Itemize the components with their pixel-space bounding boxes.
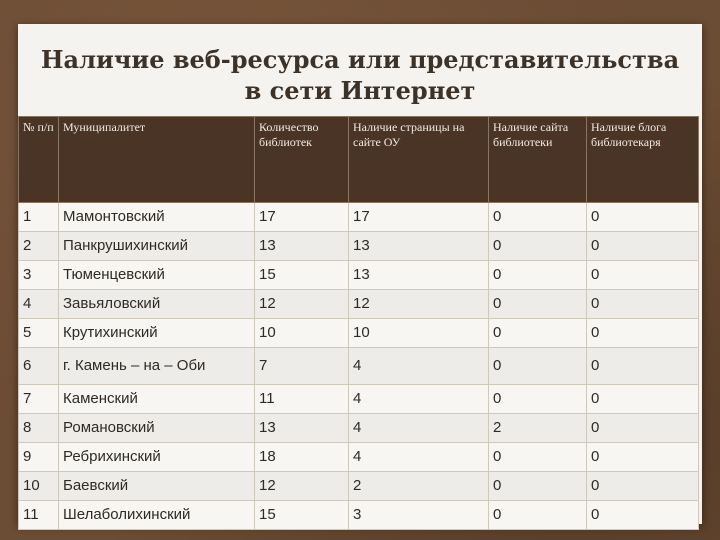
cell-school-page: 4 bbox=[348, 384, 489, 414]
cell-librarian-blog: 0 bbox=[586, 347, 699, 385]
cell-librarian-blog: 0 bbox=[586, 289, 699, 319]
cell-number: 11 bbox=[18, 500, 59, 530]
cell-library-site: 0 bbox=[488, 347, 587, 385]
table-row: 7 Каменский 11 4 0 0 bbox=[18, 384, 699, 414]
cell-municipality: Мамонтовский bbox=[58, 202, 255, 232]
cell-municipality: Ребрихинский bbox=[58, 442, 255, 472]
cell-library-site: 0 bbox=[488, 500, 587, 530]
cell-library-count: 15 bbox=[254, 500, 349, 530]
cell-library-site: 2 bbox=[488, 413, 587, 443]
cell-municipality: Шелаболихинский bbox=[58, 500, 255, 530]
cell-librarian-blog: 0 bbox=[586, 231, 699, 261]
cell-school-page: 4 bbox=[348, 442, 489, 472]
cell-school-page: 12 bbox=[348, 289, 489, 319]
cell-municipality: Баевский bbox=[58, 471, 255, 501]
cell-municipality: г. Камень – на – Оби bbox=[58, 347, 255, 385]
cell-librarian-blog: 0 bbox=[586, 384, 699, 414]
cell-library-count: 12 bbox=[254, 289, 349, 319]
cell-number: 7 bbox=[18, 384, 59, 414]
cell-library-count: 12 bbox=[254, 471, 349, 501]
col-header-municipality: Муниципалитет bbox=[58, 116, 255, 203]
cell-library-site: 0 bbox=[488, 384, 587, 414]
cell-library-count: 11 bbox=[254, 384, 349, 414]
cell-number: 6 bbox=[18, 347, 59, 385]
cell-number: 9 bbox=[18, 442, 59, 472]
cell-library-count: 15 bbox=[254, 260, 349, 290]
table-row: 1 Мамонтовский 17 17 0 0 bbox=[18, 202, 699, 232]
cell-librarian-blog: 0 bbox=[586, 318, 699, 348]
col-header-school-page: Наличие страницы на сайте ОУ bbox=[348, 116, 489, 203]
table-row: 3 Тюменцевский 15 13 0 0 bbox=[18, 260, 699, 290]
cell-library-site: 0 bbox=[488, 202, 587, 232]
cell-library-site: 0 bbox=[488, 289, 587, 319]
col-header-number: № п/п bbox=[18, 116, 59, 203]
cell-school-page: 4 bbox=[348, 347, 489, 385]
table-row: 9 Ребрихинский 18 4 0 0 bbox=[18, 442, 699, 472]
table-row: 6 г. Камень – на – Оби 7 4 0 0 bbox=[18, 347, 699, 385]
col-header-library-count: Количество библиотек bbox=[254, 116, 349, 203]
cell-librarian-blog: 0 bbox=[586, 471, 699, 501]
cell-library-count: 10 bbox=[254, 318, 349, 348]
cell-school-page: 3 bbox=[348, 500, 489, 530]
cell-school-page: 13 bbox=[348, 231, 489, 261]
cell-number: 2 bbox=[18, 231, 59, 261]
cell-librarian-blog: 0 bbox=[586, 442, 699, 472]
cell-library-site: 0 bbox=[488, 231, 587, 261]
cell-number: 3 bbox=[18, 260, 59, 290]
col-header-library-site: Наличие сайта библиотеки bbox=[488, 116, 587, 203]
cell-librarian-blog: 0 bbox=[586, 413, 699, 443]
cell-school-page: 17 bbox=[348, 202, 489, 232]
cell-library-count: 17 bbox=[254, 202, 349, 232]
cell-school-page: 2 bbox=[348, 471, 489, 501]
page-title: Наличие веб-ресурса или представительств… bbox=[18, 44, 702, 106]
cell-librarian-blog: 0 bbox=[586, 500, 699, 530]
title-line-2: в сети Интернет bbox=[244, 76, 476, 105]
cell-library-site: 0 bbox=[488, 471, 587, 501]
cell-library-count: 18 bbox=[254, 442, 349, 472]
cell-library-count: 13 bbox=[254, 231, 349, 261]
cell-municipality: Завьяловский bbox=[58, 289, 255, 319]
cell-library-count: 13 bbox=[254, 413, 349, 443]
cell-library-site: 0 bbox=[488, 318, 587, 348]
title-line-1: Наличие веб-ресурса или представительств… bbox=[40, 45, 680, 74]
cell-number: 8 bbox=[18, 413, 59, 443]
cell-municipality: Тюменцевский bbox=[58, 260, 255, 290]
table-row: 2 Панкрушихинский 13 13 0 0 bbox=[18, 231, 699, 261]
col-header-librarian-blog: Наличие блога библиотекаря bbox=[586, 116, 699, 203]
cell-number: 4 bbox=[18, 289, 59, 319]
cell-librarian-blog: 0 bbox=[586, 202, 699, 232]
cell-school-page: 10 bbox=[348, 318, 489, 348]
cell-number: 10 bbox=[18, 471, 59, 501]
table-row: 11 Шелаболихинский 15 3 0 0 bbox=[18, 500, 699, 530]
cell-librarian-blog: 0 bbox=[586, 260, 699, 290]
cell-library-site: 0 bbox=[488, 442, 587, 472]
table-row: 5 Крутихинский 10 10 0 0 bbox=[18, 318, 699, 348]
table-row: 8 Романовский 13 4 2 0 bbox=[18, 413, 699, 443]
cell-library-site: 0 bbox=[488, 260, 587, 290]
cell-school-page: 13 bbox=[348, 260, 489, 290]
table-header-row: № п/п Муниципалитет Количество библиотек… bbox=[18, 116, 699, 203]
table-row: 4 Завьяловский 12 12 0 0 bbox=[18, 289, 699, 319]
library-table: № п/п Муниципалитет Количество библиотек… bbox=[18, 116, 699, 530]
cell-municipality: Каменский bbox=[58, 384, 255, 414]
cell-library-count: 7 bbox=[254, 347, 349, 385]
table-row: 10 Баевский 12 2 0 0 bbox=[18, 471, 699, 501]
cell-municipality: Романовский bbox=[58, 413, 255, 443]
cell-municipality: Панкрушихинский bbox=[58, 231, 255, 261]
cell-number: 1 bbox=[18, 202, 59, 232]
cell-municipality: Крутихинский bbox=[58, 318, 255, 348]
cell-number: 5 bbox=[18, 318, 59, 348]
cell-school-page: 4 bbox=[348, 413, 489, 443]
